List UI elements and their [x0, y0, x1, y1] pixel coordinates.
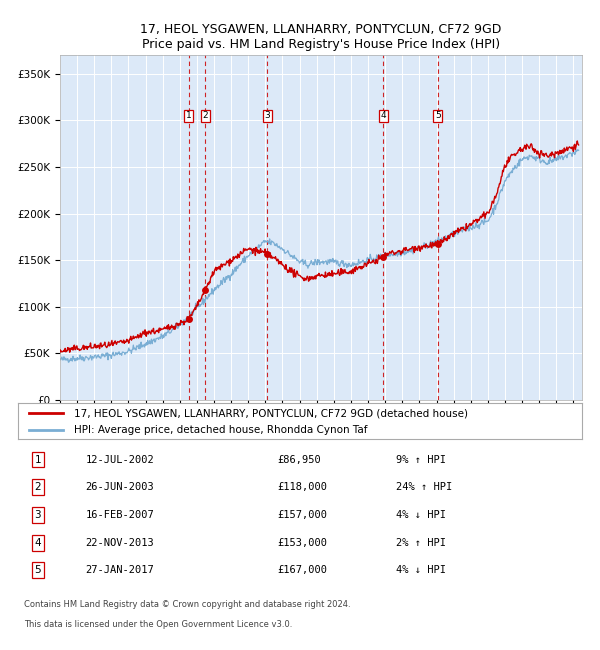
- Text: 24% ↑ HPI: 24% ↑ HPI: [396, 482, 452, 492]
- Text: 17, HEOL YSGAWEN, LLANHARRY, PONTYCLUN, CF72 9GD (detached house): 17, HEOL YSGAWEN, LLANHARRY, PONTYCLUN, …: [74, 408, 469, 418]
- Text: 5: 5: [34, 566, 41, 575]
- Text: 2: 2: [34, 482, 41, 492]
- Text: 4: 4: [34, 538, 41, 548]
- Text: 16-FEB-2007: 16-FEB-2007: [86, 510, 154, 520]
- Text: 1: 1: [186, 111, 192, 120]
- Text: 4% ↓ HPI: 4% ↓ HPI: [396, 566, 446, 575]
- Text: 27-JAN-2017: 27-JAN-2017: [86, 566, 154, 575]
- Text: 4: 4: [380, 111, 386, 120]
- Text: 4% ↓ HPI: 4% ↓ HPI: [396, 510, 446, 520]
- Text: 12-JUL-2002: 12-JUL-2002: [86, 454, 154, 465]
- Text: 5: 5: [435, 111, 440, 120]
- Text: Contains HM Land Registry data © Crown copyright and database right 2024.: Contains HM Land Registry data © Crown c…: [23, 600, 350, 609]
- Text: 2: 2: [202, 111, 208, 120]
- Text: 1: 1: [34, 454, 41, 465]
- Text: 2% ↑ HPI: 2% ↑ HPI: [396, 538, 446, 548]
- Title: 17, HEOL YSGAWEN, LLANHARRY, PONTYCLUN, CF72 9GD
Price paid vs. HM Land Registry: 17, HEOL YSGAWEN, LLANHARRY, PONTYCLUN, …: [140, 23, 502, 51]
- Text: 3: 3: [34, 510, 41, 520]
- Text: £157,000: £157,000: [277, 510, 328, 520]
- Text: HPI: Average price, detached house, Rhondda Cynon Taf: HPI: Average price, detached house, Rhon…: [74, 425, 368, 435]
- Text: £118,000: £118,000: [277, 482, 328, 492]
- Text: 9% ↑ HPI: 9% ↑ HPI: [396, 454, 446, 465]
- Text: This data is licensed under the Open Government Licence v3.0.: This data is licensed under the Open Gov…: [23, 619, 292, 629]
- Text: £86,950: £86,950: [277, 454, 321, 465]
- Text: £153,000: £153,000: [277, 538, 328, 548]
- Text: £167,000: £167,000: [277, 566, 328, 575]
- Text: 22-NOV-2013: 22-NOV-2013: [86, 538, 154, 548]
- Text: 26-JUN-2003: 26-JUN-2003: [86, 482, 154, 492]
- Text: 3: 3: [265, 111, 271, 120]
